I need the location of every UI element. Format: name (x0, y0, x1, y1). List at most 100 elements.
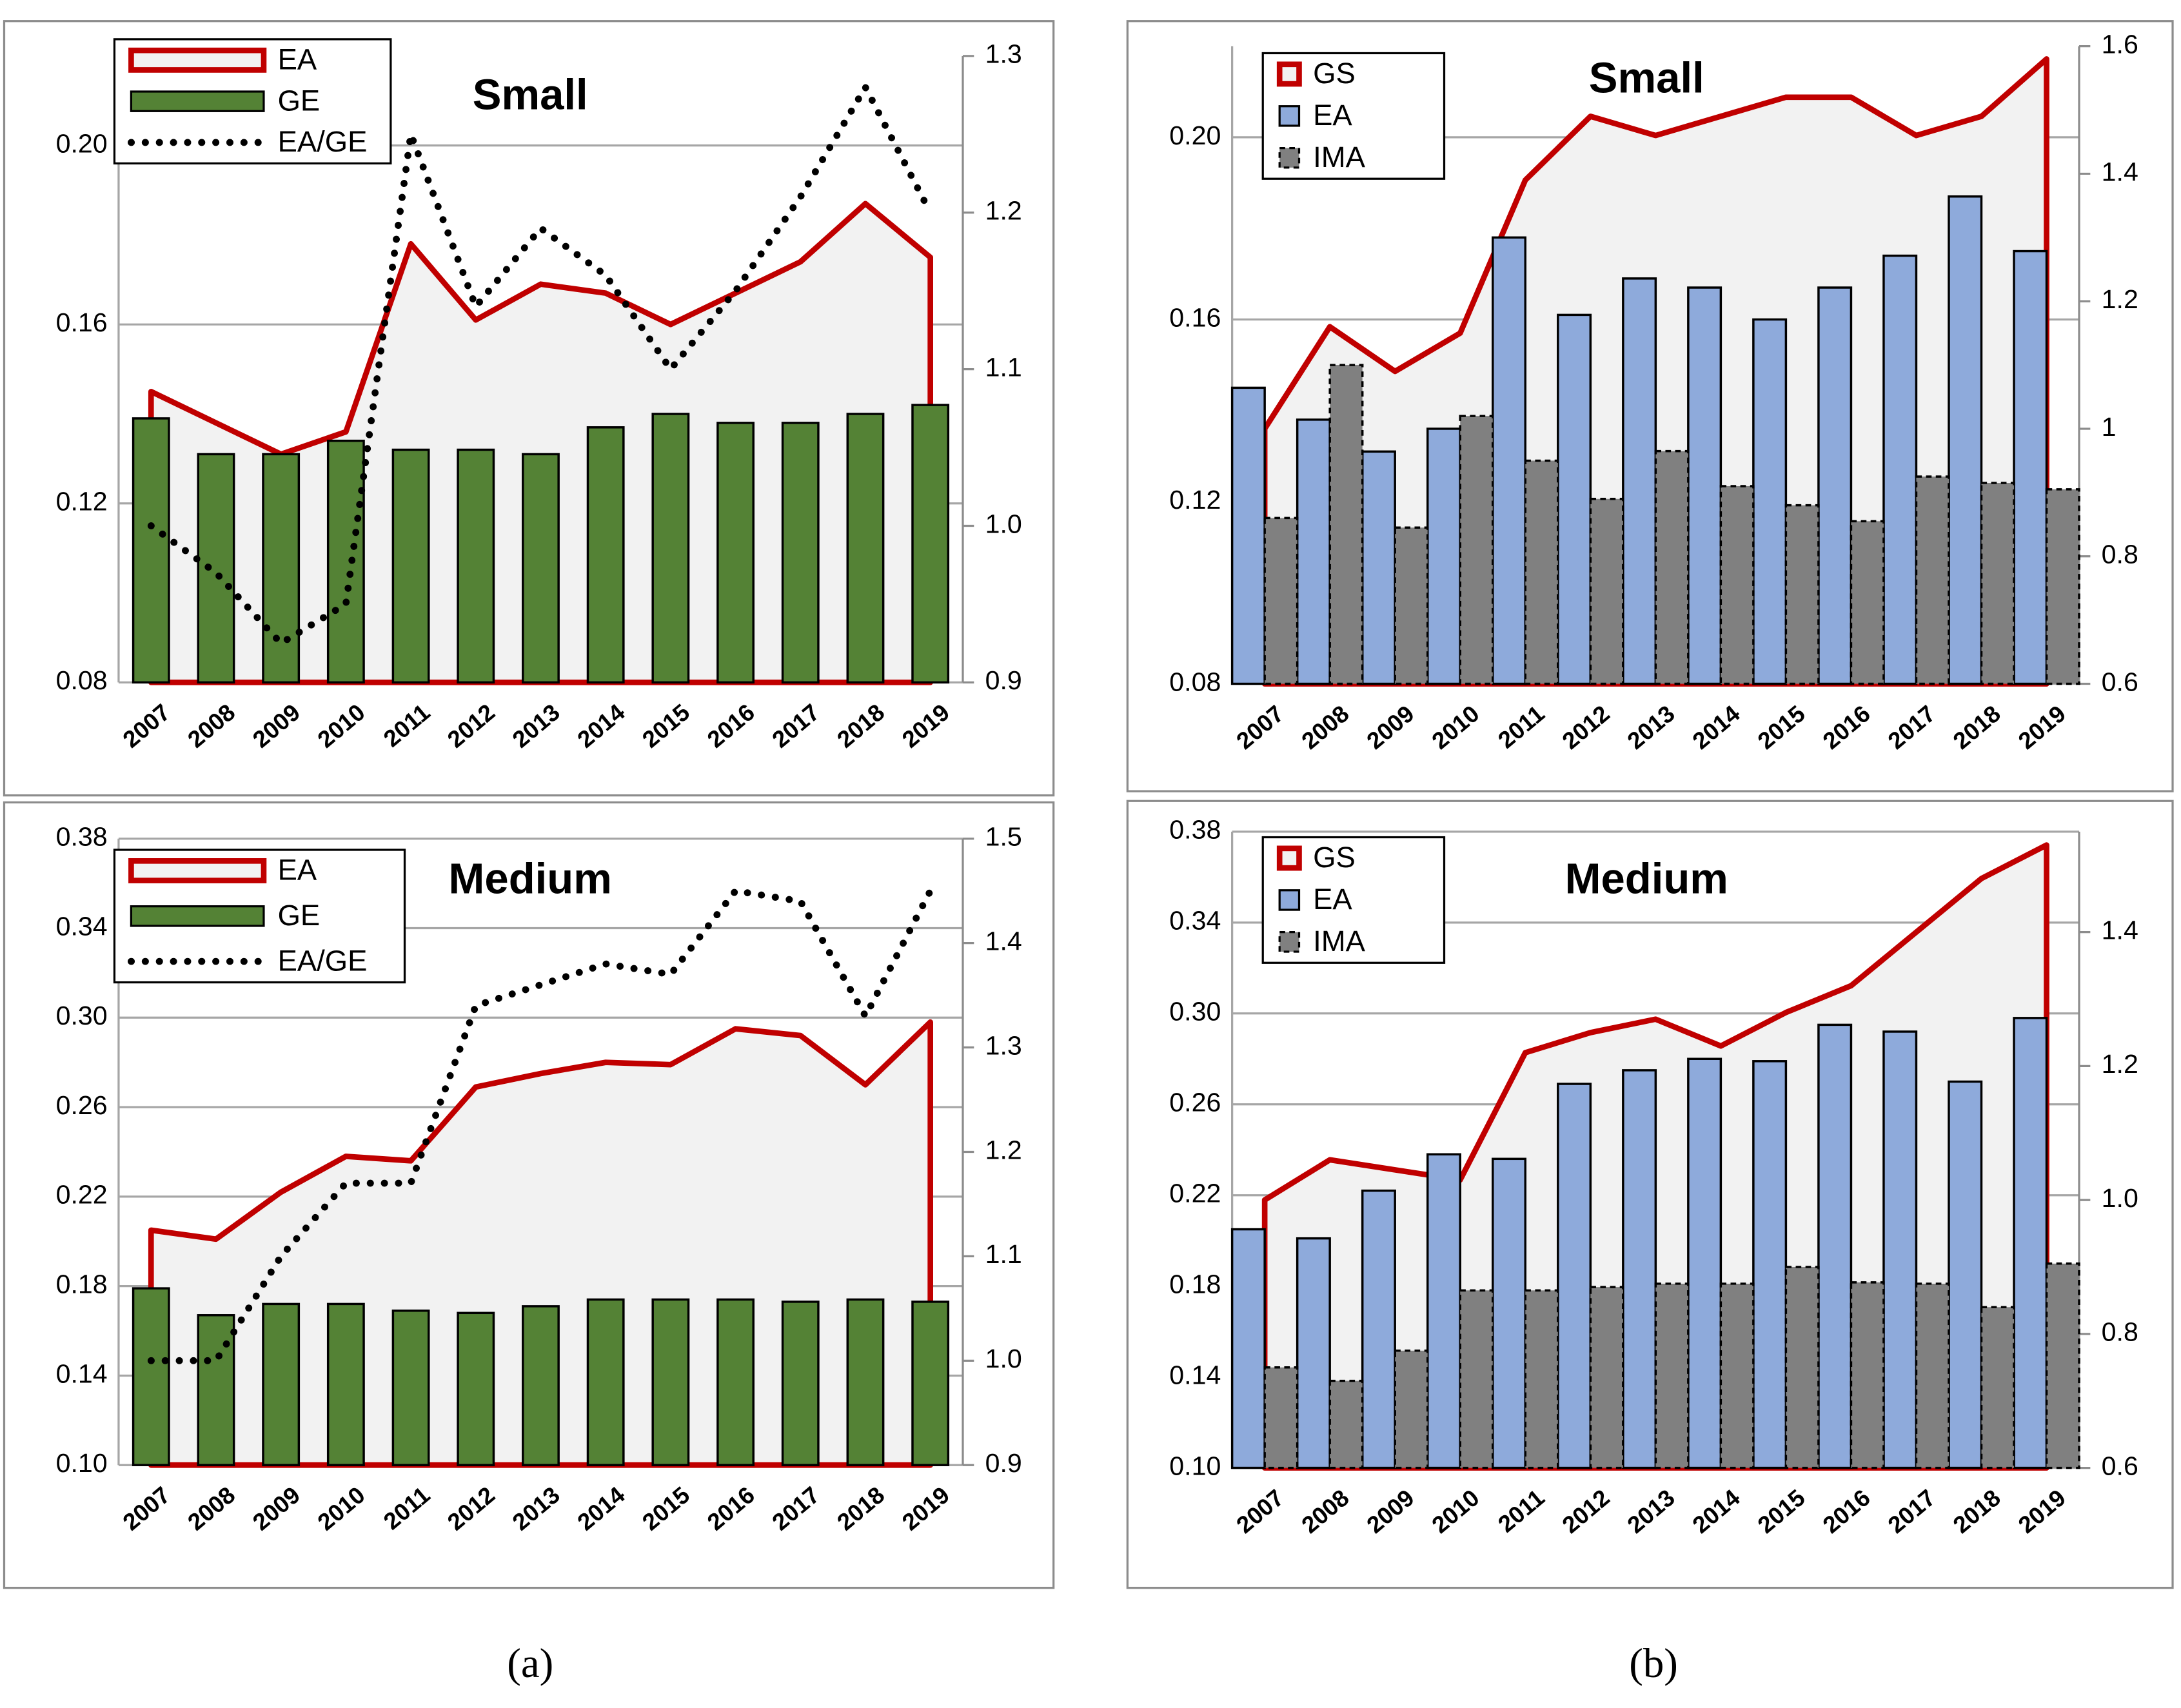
bar (1230, 1228, 1266, 1469)
chart-title: Small (1589, 54, 1704, 102)
legend-label: EA/GE (278, 944, 368, 977)
bar (1784, 504, 1820, 685)
bar (1817, 1023, 1853, 1469)
y2-tick-label: 1.3 (985, 39, 1022, 69)
legend-label: EA (278, 854, 317, 887)
bar (1654, 449, 1690, 685)
bar (522, 1305, 560, 1466)
y2-tick-label: 1.2 (985, 1135, 1022, 1164)
legend-swatch (1276, 845, 1302, 871)
bar (1557, 1083, 1592, 1469)
legend-label: IMA (1313, 925, 1365, 957)
bar (2045, 488, 2080, 685)
bar (651, 413, 690, 684)
y2-tick-label: 0.8 (2102, 1317, 2138, 1347)
y2-tick-label: 1 (2102, 412, 2117, 442)
y2-tick-label: 1.2 (2102, 284, 2138, 314)
bar (716, 422, 755, 684)
y-tick-label: 0.16 (1169, 302, 1221, 332)
bar (2013, 1017, 2048, 1469)
bar (2013, 250, 2048, 685)
bar (1361, 1189, 1396, 1469)
y2-tick-label: 1.4 (2102, 916, 2138, 945)
y-tick-label: 0.30 (1169, 997, 1221, 1026)
y-tick-label: 0.12 (56, 487, 108, 516)
bar (1426, 1153, 1461, 1469)
bar (1296, 1237, 1331, 1469)
bar (781, 1301, 820, 1466)
y2-tick-label: 1.0 (985, 1344, 1022, 1373)
bar (1719, 485, 1755, 685)
bar (1328, 1379, 1364, 1469)
bar (326, 439, 365, 684)
y-tick-label: 0.20 (56, 128, 108, 158)
bar (1719, 1282, 1755, 1469)
bar (262, 1302, 301, 1466)
chart-title: Medium (1565, 854, 1728, 903)
y2-tick-label: 0.9 (985, 1448, 1022, 1478)
bar (1459, 1289, 1494, 1469)
legend-swatch (130, 905, 265, 927)
legend-label: IMA (1313, 141, 1365, 173)
bar (1394, 526, 1429, 685)
legend-swatch (130, 90, 265, 112)
legend-swatch (1278, 889, 1301, 911)
bar (1850, 1281, 1885, 1469)
bar (1263, 516, 1299, 685)
line (147, 80, 934, 648)
bar (1589, 1286, 1624, 1469)
chart-title: Medium (449, 854, 612, 903)
bar (391, 448, 430, 684)
bar (457, 448, 495, 684)
y-tick-label: 0.26 (1169, 1088, 1221, 1117)
y2-tick-label: 1.4 (2102, 157, 2138, 186)
bar (1882, 1030, 1918, 1469)
y2-tick-label: 0.9 (985, 665, 1022, 695)
y-tick-label: 0.08 (1169, 667, 1221, 696)
bar (1687, 1057, 1722, 1469)
legend-label: EA (1313, 883, 1352, 916)
bar (1980, 482, 2015, 685)
bar (1948, 1080, 1983, 1469)
bar (262, 453, 301, 684)
bar (132, 1287, 170, 1466)
y-tick-label: 0.26 (56, 1090, 108, 1120)
y2-tick-label: 1.5 (985, 822, 1022, 852)
legend-swatch (1278, 931, 1301, 953)
y-tick-label: 0.34 (56, 911, 108, 941)
bar (586, 426, 625, 684)
bar (391, 1310, 430, 1466)
panel-label: (a) (507, 1640, 553, 1687)
legend-label: GE (278, 84, 321, 117)
y2-tick-label: 0.8 (2102, 540, 2138, 569)
bar (1915, 1282, 1950, 1469)
y-tick-label: 0.34 (1169, 906, 1221, 936)
bar (1622, 1069, 1657, 1469)
chart-title: Small (473, 70, 588, 119)
legend-label: GE (278, 899, 321, 932)
y-tick-label: 0.22 (56, 1180, 108, 1210)
bar (1263, 1366, 1299, 1469)
y2-tick-label: 0.6 (2102, 667, 2138, 696)
y-tick-label: 0.18 (56, 1270, 108, 1299)
y-tick-label: 0.18 (1169, 1270, 1221, 1299)
bar (1296, 418, 1331, 685)
y2-tick-label: 0.6 (2102, 1451, 2138, 1480)
y2-tick-label: 1.2 (2102, 1049, 2138, 1079)
bar (1980, 1306, 2015, 1469)
bar (1492, 236, 1527, 685)
y-tick-label: 0.20 (1169, 121, 1221, 150)
bar (1459, 415, 1494, 685)
bar (911, 404, 950, 684)
bar (1850, 520, 1885, 685)
panel-label: (b) (1629, 1640, 1678, 1687)
y-tick-label: 0.38 (1169, 815, 1221, 845)
bar (1948, 195, 1983, 685)
chart-panel: 0.10 0.14 0.18 0.22 0.26 0.30 0.34 0.38 0.6 0.8 1.… (1126, 800, 2174, 1589)
bar (1394, 1350, 1429, 1469)
y-tick-label: 0.38 (56, 822, 108, 852)
